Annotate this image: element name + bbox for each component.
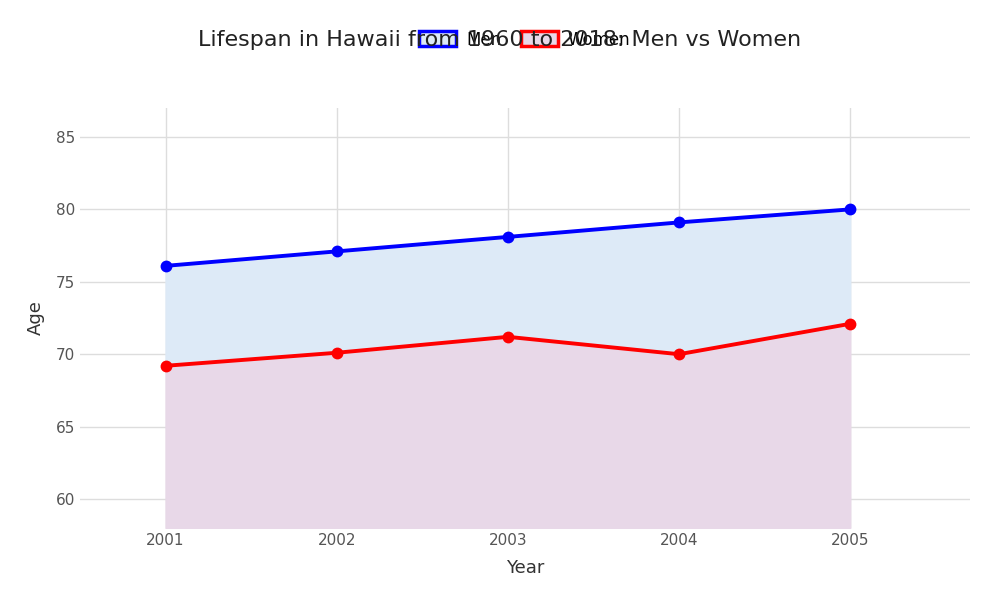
X-axis label: Year: Year	[506, 559, 544, 577]
Legend: Men, Women: Men, Women	[413, 24, 637, 55]
Y-axis label: Age: Age	[27, 301, 45, 335]
Text: Lifespan in Hawaii from 1960 to 2018: Men vs Women: Lifespan in Hawaii from 1960 to 2018: Me…	[198, 30, 802, 50]
